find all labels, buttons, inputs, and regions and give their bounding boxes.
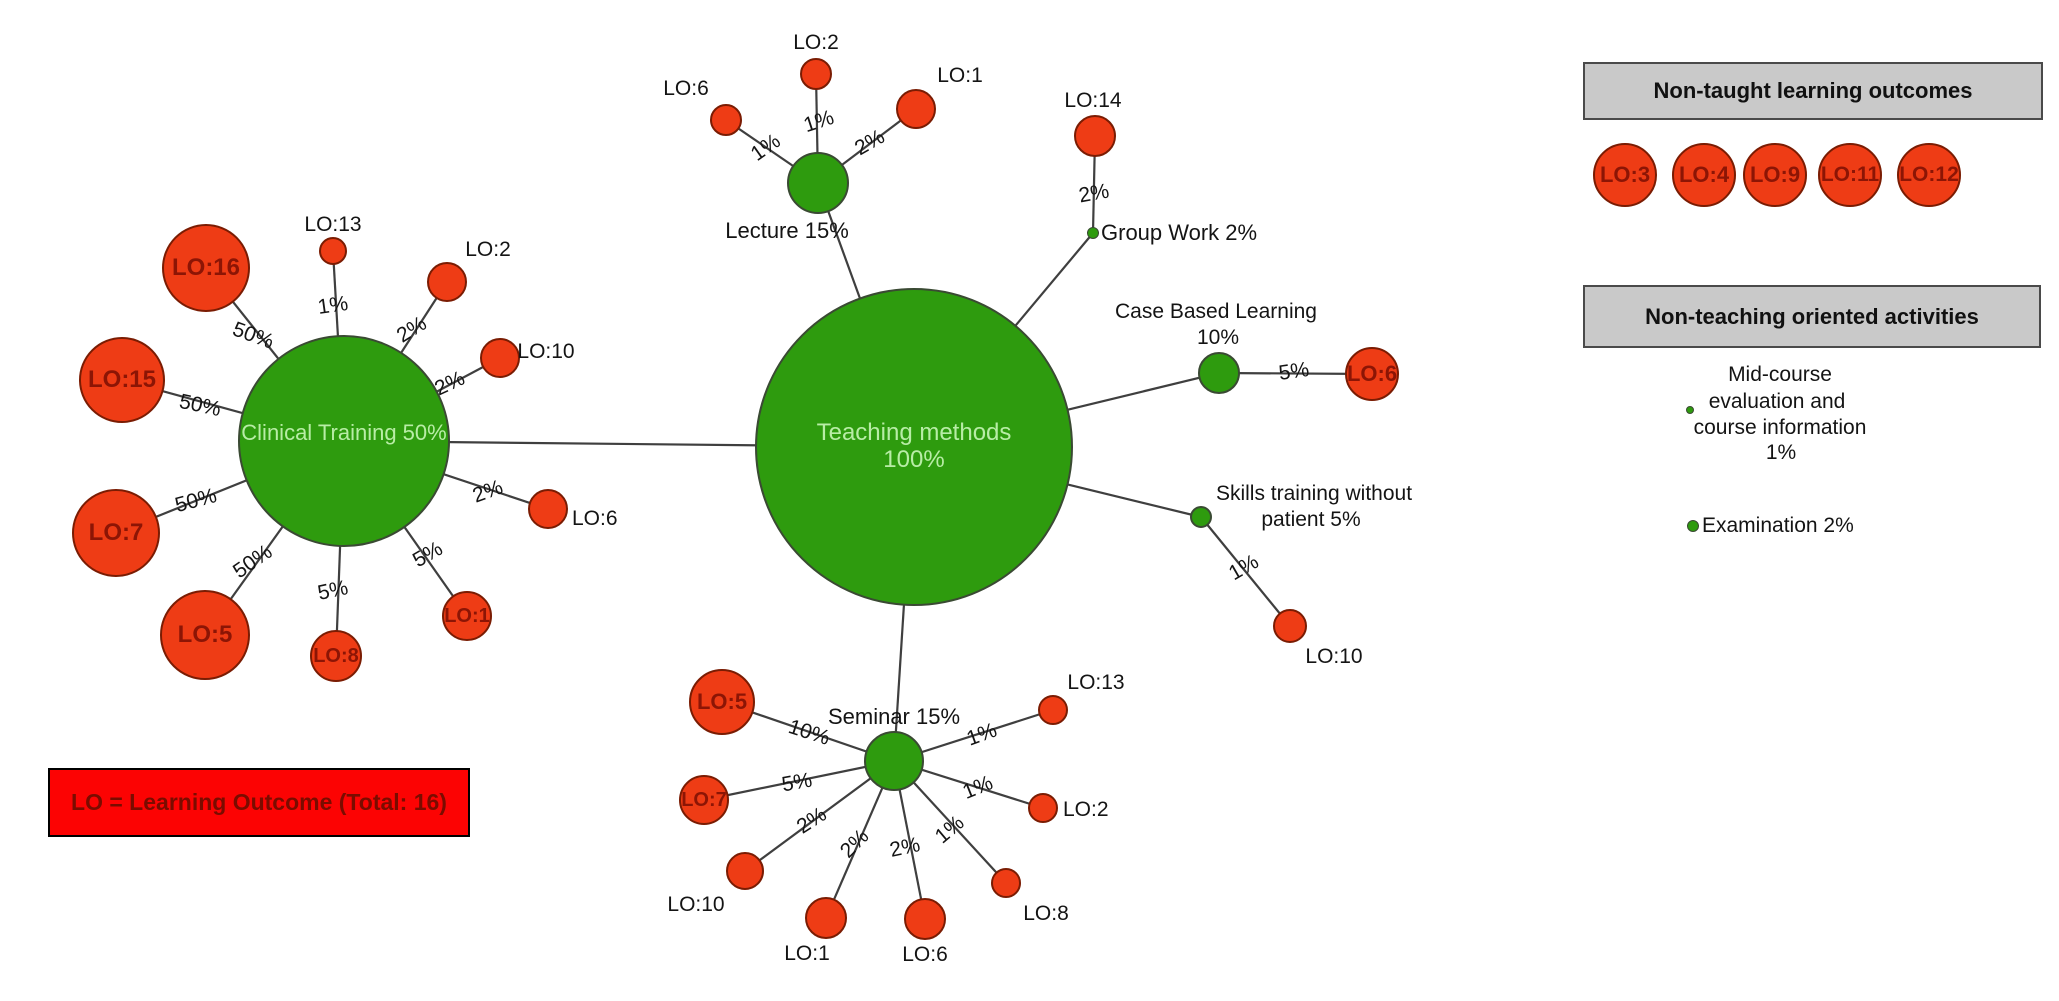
node-clinical-training-label: Clinical Training 50% [241, 419, 447, 445]
node-legend-lo11-label: LO:11 [1820, 163, 1880, 187]
legend-non-taught-title: Non-taught learning outcomes [1653, 78, 1973, 103]
node-legend-lo11: LO:11 [1818, 143, 1882, 207]
legend-non-taught-box: Non-taught learning outcomes [1583, 62, 2043, 120]
node-seminar-lo6 [904, 898, 946, 940]
node-seminar-lo10 [726, 852, 764, 890]
node-skills-lo10 [1273, 609, 1307, 643]
node-clinical-lo5-label: LO:5 [177, 620, 233, 648]
lecture-lo6-label: LO:6 [663, 77, 709, 100]
lecture-label: Lecture 15% [725, 218, 849, 243]
node-lecture-lo2 [800, 58, 832, 90]
group-work-lo14-label: LO:14 [1064, 89, 1122, 112]
seminar-lo6-label: LO:6 [902, 943, 948, 966]
midcourse-label-line-2: evaluation and [1708, 390, 1846, 413]
node-legend-lo3: LO:3 [1593, 143, 1657, 207]
legend-non-teaching-title: Non-teaching oriented activities [1645, 303, 1979, 329]
node-skills-training [1190, 506, 1212, 528]
node-clinical-lo15-label: LO:15 [87, 365, 156, 393]
seminar-lo10-label: LO:10 [667, 893, 725, 916]
node-seminar-lo1 [805, 897, 847, 939]
node-clinical-lo1-label: LO:1 [444, 604, 490, 627]
skills-lo10-label: LO:10 [1305, 645, 1363, 668]
node-lecture [787, 152, 849, 214]
node-legend-lo4-label: LO:4 [1678, 161, 1730, 187]
node-clinical-lo2 [427, 262, 467, 302]
clinical-lo13-label: LO:13 [304, 213, 362, 236]
lecture-lo1-label: LO:1 [937, 64, 983, 87]
node-lecture-lo1 [896, 89, 936, 129]
clinical-lo6-label: LO:6 [572, 507, 618, 530]
clinical-lo10-label: LO:10 [517, 340, 575, 363]
node-legend-lo9-label: LO:9 [1749, 161, 1801, 187]
node-group-work [1087, 227, 1099, 239]
node-clinical-lo8-label: LO:8 [313, 644, 359, 667]
node-clinical-lo16-label: LO:16 [171, 253, 240, 281]
node-case-based-learning [1198, 352, 1240, 394]
edge-skills-training--skills-lo10 [1200, 516, 1291, 627]
midcourse-label-line-3: course information [1693, 416, 1867, 439]
legend-non-teaching-box: Non-teaching oriented activities [1583, 285, 2041, 348]
edge-seminar--seminar-lo7 [703, 759, 895, 802]
node-examination-dot [1687, 520, 1699, 532]
node-seminar [864, 731, 924, 791]
node-teaching-methods-label: 100% [883, 446, 945, 473]
node-legend-lo4: LO:4 [1672, 143, 1736, 207]
edge-label-cbl-lo6: 5% [1277, 358, 1311, 386]
seminar-lo13-label: LO:13 [1067, 671, 1125, 694]
skills-label-line-2: patient 5% [1261, 508, 1361, 531]
lecture-lo2-label: LO:2 [793, 31, 839, 54]
node-seminar-lo5: LO:5 [689, 669, 755, 735]
node-legend-lo9: LO:9 [1743, 143, 1807, 207]
node-cbl-lo6-label: LO:6 [1346, 360, 1398, 386]
midcourse-label-line-1: Mid-course [1728, 363, 1832, 386]
node-clinical-lo5: LO:5 [160, 590, 250, 680]
node-clinical-lo1: LO:1 [442, 591, 492, 641]
node-clinical-lo8: LO:8 [310, 630, 362, 682]
examination-label: Examination 2% [1702, 514, 1854, 537]
skills-label-line-1: Skills training without [1215, 482, 1413, 505]
node-clinical-lo16: LO:16 [162, 224, 250, 312]
node-cbl-lo6: LO:6 [1345, 347, 1399, 401]
node-clinical-lo15: LO:15 [79, 337, 165, 423]
node-seminar-lo13 [1038, 695, 1068, 725]
node-clinical-lo6 [528, 489, 568, 529]
node-clinical-lo13 [319, 237, 347, 265]
node-seminar-lo2 [1028, 793, 1058, 823]
node-legend-lo12-label: LO:12 [1899, 163, 1959, 187]
node-seminar-lo7-label: LO:7 [681, 788, 727, 811]
edge-seminar--seminar-lo10 [744, 760, 895, 872]
node-teaching-methods: Teaching methods 100% [755, 288, 1073, 606]
node-seminar-lo5-label: LO:5 [696, 688, 748, 714]
group-work-label: Group Work 2% [1101, 220, 1258, 245]
node-group-work-lo14 [1074, 115, 1116, 157]
seminar-label: Seminar 15% [827, 704, 961, 729]
node-clinical-lo7-label: LO:7 [88, 518, 144, 546]
node-midcourse-dot [1686, 406, 1694, 414]
edge-label-clinical-lo13: 1% [316, 292, 350, 320]
node-clinical-training: Clinical Training 50% [238, 335, 450, 547]
node-clinical-lo7: LO:7 [72, 489, 160, 577]
lo-abbreviation-note: LO = Learning Outcome (Total: 16) [48, 768, 470, 837]
node-clinical-lo10 [480, 338, 520, 378]
node-seminar-lo8 [991, 868, 1021, 898]
node-legend-lo3-label: LO:3 [1599, 161, 1651, 187]
seminar-lo8-label: LO:8 [1023, 902, 1069, 925]
cbl-label-line-1: Case Based Learning [1115, 300, 1317, 323]
clinical-lo2-label: LO:2 [465, 238, 511, 261]
midcourse-label-line-4: 1% [1765, 441, 1797, 464]
node-teaching-methods-label: Teaching methods [816, 419, 1012, 447]
seminar-lo1-label: LO:1 [784, 942, 830, 965]
node-seminar-lo7: LO:7 [679, 775, 729, 825]
cbl-label-line-2: 10% [1196, 326, 1240, 349]
node-lecture-lo6 [710, 104, 742, 136]
node-legend-lo12: LO:12 [1897, 143, 1961, 207]
seminar-lo2-label: LO:2 [1063, 798, 1109, 821]
